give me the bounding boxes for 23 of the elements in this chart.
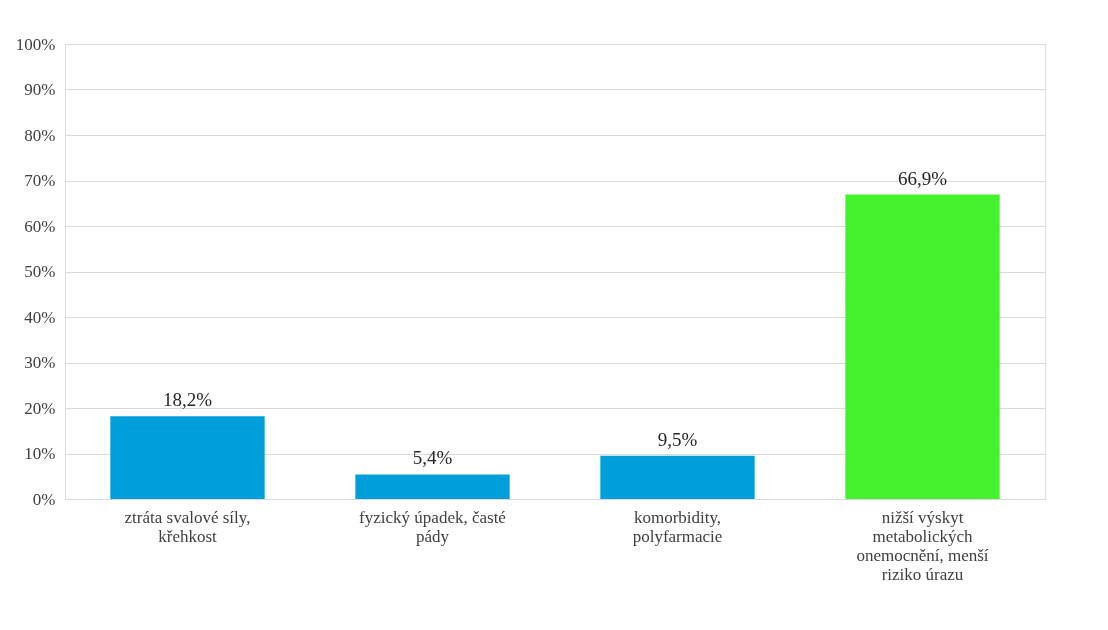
y-tick-label: 0% [32, 489, 56, 509]
x-tick-label: ztráta svalové síly, křehkost [124, 507, 251, 546]
x-tick-label: komorbidity, polyfarmacie [632, 507, 723, 546]
data-label: 18,2% [162, 389, 213, 411]
bar [845, 194, 1000, 499]
data-label: 9,5% [657, 428, 698, 450]
bar [110, 416, 265, 499]
y-tick-label: 80% [24, 125, 56, 145]
y-tick-label: 20% [24, 398, 56, 418]
y-tick-label: 70% [24, 171, 56, 190]
y-tick-label: 10% [24, 444, 56, 463]
y-tick-label: 50% [24, 262, 56, 281]
x-tick-label: fyzický úpadek, časté pády [359, 507, 506, 546]
y-tick-label: 30% [24, 353, 56, 372]
y-tick-label: 40% [24, 307, 56, 327]
bar [600, 455, 755, 499]
x-tick-label: nižší výskyt metabolických onemocnění, menší riziko úrazu [856, 507, 989, 584]
bar [355, 474, 510, 499]
y-tick-label: 90% [24, 80, 56, 99]
data-label: 66,9% [897, 167, 948, 189]
y-tick-label: 100% [15, 34, 56, 54]
data-label: 5,4% [412, 447, 453, 469]
y-tick-label: 60% [24, 216, 56, 236]
